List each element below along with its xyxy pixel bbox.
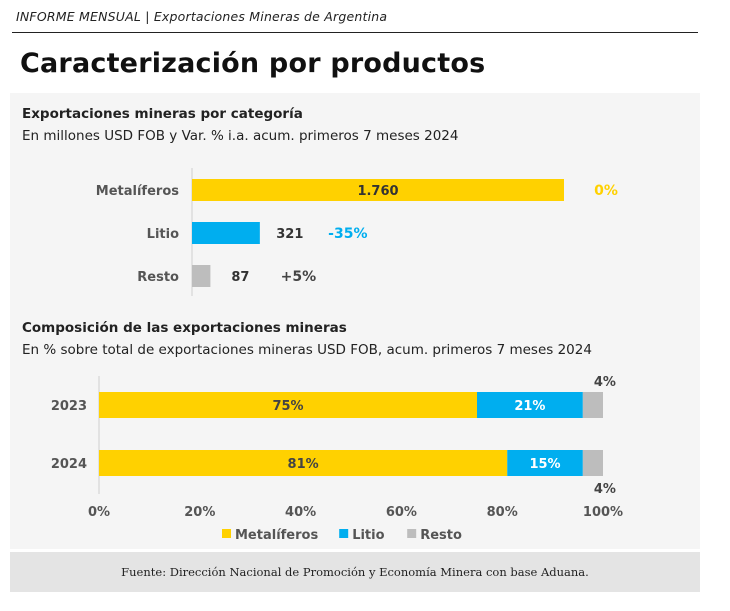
legend-label: Metalíferos xyxy=(235,528,318,543)
chart1-title: Exportaciones mineras por categoría xyxy=(22,106,303,122)
value-label: 321 xyxy=(276,227,303,242)
legend-swatch xyxy=(339,529,349,538)
segment-metalíferos xyxy=(99,450,508,476)
segment-resto xyxy=(582,392,603,418)
legend-label: Litio xyxy=(352,528,384,543)
source-text: Fuente: Dirección Nacional de Promoción … xyxy=(121,565,589,579)
segment-litio xyxy=(507,450,583,476)
segment-label: 4% xyxy=(594,482,616,497)
segment-label: 21% xyxy=(514,399,545,414)
segment-metalíferos xyxy=(99,392,477,418)
value-label: 1.760 xyxy=(357,184,398,199)
report-header: INFORME MENSUAL | Exportaciones Mineras … xyxy=(16,9,387,24)
x-tick-label: 0% xyxy=(88,505,110,520)
page-title: Caracterización por productos xyxy=(20,48,486,79)
year-label: 2024 xyxy=(51,457,87,472)
legend-swatch xyxy=(407,529,417,538)
chart2-title: Composición de las exportaciones mineras xyxy=(22,320,347,336)
category-label: Resto xyxy=(137,270,179,285)
segment-label: 75% xyxy=(272,399,303,414)
report-subtitle: Exportaciones Mineras de Argentina xyxy=(153,9,388,24)
x-tick-label: 40% xyxy=(285,505,316,520)
category-bar-chart: Metalíferos 1.760 0% Litio 321 -35% Resto 87 +5% xyxy=(96,168,618,296)
variation-label: 0% xyxy=(594,183,618,199)
legend-label: Resto xyxy=(420,528,462,543)
value-label: 87 xyxy=(231,270,249,285)
x-tick-label: 100% xyxy=(583,505,623,520)
segment-litio xyxy=(477,392,583,418)
category-bar xyxy=(192,179,564,201)
chart2-subtitle: En % sobre total de exportaciones minera… xyxy=(22,342,592,358)
year-label: 2023 xyxy=(51,399,87,414)
variation-label: +5% xyxy=(281,269,317,285)
x-tick-label: 60% xyxy=(386,505,417,520)
category-bar xyxy=(192,222,260,244)
segment-label: 4% xyxy=(594,375,616,390)
x-tick-label: 80% xyxy=(487,505,518,520)
category-label: Litio xyxy=(147,227,179,242)
header-rule xyxy=(12,8,698,33)
category-label: Metalíferos xyxy=(96,184,179,199)
report-name: INFORME MENSUAL | xyxy=(16,9,150,24)
segment-label: 15% xyxy=(529,457,560,472)
x-tick-label: 20% xyxy=(184,505,215,520)
chart1-subtitle: En millones USD FOB y Var. % i.a. acum. … xyxy=(22,128,459,144)
segment-resto xyxy=(582,450,603,476)
segment-label: 81% xyxy=(288,457,319,472)
composition-stacked-chart: 2023 75% 21% 4% 2024 81% 15% 4% 0% 20% 40% 60% 80% 10… xyxy=(51,375,623,543)
source-footer: Fuente: Dirección Nacional de Promoción … xyxy=(10,552,700,592)
category-bar xyxy=(192,265,211,287)
legend-swatch xyxy=(222,529,231,538)
variation-label: -35% xyxy=(328,226,367,242)
